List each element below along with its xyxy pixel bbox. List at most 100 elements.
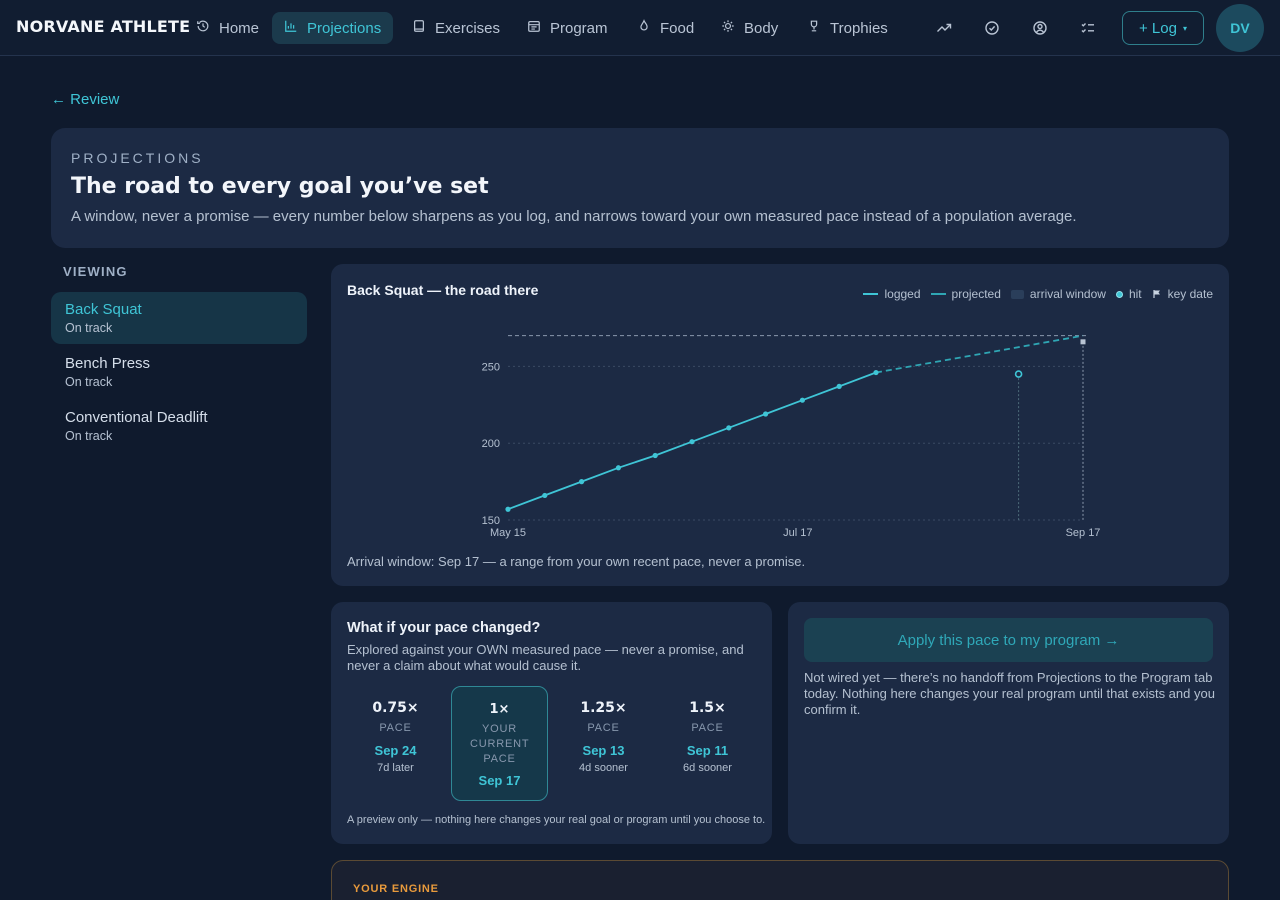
whatif-footnote: A preview only — nothing here changes yo… bbox=[347, 814, 766, 826]
chart-title: Back Squat — the road there bbox=[347, 282, 539, 298]
user-circle-icon[interactable] bbox=[1030, 18, 1050, 38]
legend-dot-swatch bbox=[1115, 290, 1123, 298]
series-line-projected bbox=[875, 334, 1084, 374]
chart-footnote: Arrival window: Sep 17 — a range from yo… bbox=[347, 554, 806, 569]
legend-hit: hit bbox=[1115, 287, 1142, 301]
pace-delta: 6d sooner bbox=[683, 762, 732, 774]
trophy-icon bbox=[807, 19, 821, 37]
pace-multiplier: 0.75× bbox=[372, 700, 419, 716]
calendar-icon bbox=[527, 19, 541, 37]
sidebar-item-conventional-deadlift[interactable]: Conventional Deadlift On track bbox=[51, 400, 307, 452]
brand-logo[interactable]: NORVANE ATHLETE bbox=[16, 17, 191, 36]
page-eyebrow: PROJECTIONS bbox=[71, 150, 204, 166]
flag-icon bbox=[1152, 289, 1162, 299]
data-point bbox=[542, 492, 548, 499]
page-title: The road to every goal you’ve set bbox=[71, 174, 489, 199]
log-button-label: + Log bbox=[1139, 19, 1177, 37]
apply-pace-button[interactable]: Apply this pace to my program → bbox=[804, 618, 1213, 662]
legend-arrival-window: arrival window bbox=[1010, 287, 1106, 301]
flame-icon bbox=[637, 19, 651, 37]
legend-label: hit bbox=[1128, 287, 1142, 301]
pace-multiplier: 1× bbox=[489, 702, 510, 717]
legend-line-swatch bbox=[863, 293, 879, 295]
pace-multiplier: 1.5× bbox=[689, 700, 726, 716]
data-point bbox=[726, 425, 732, 431]
y-tick-label: 250 bbox=[482, 361, 500, 373]
check-circle-icon[interactable] bbox=[982, 18, 1002, 38]
whatif-card: What if your pace changed? Explored agai… bbox=[331, 602, 772, 844]
sidebar-item-bench-press[interactable]: Bench Press On track bbox=[51, 346, 307, 398]
chart-legend: logged projected arrival window hit key … bbox=[863, 287, 1213, 301]
pace-date: Sep 13 bbox=[582, 743, 625, 758]
legend-logged: logged bbox=[863, 287, 921, 301]
page-header: PROJECTIONS The road to every goal you’v… bbox=[51, 128, 1229, 248]
y-tick-label: 150 bbox=[482, 515, 500, 527]
legend-label: logged bbox=[884, 287, 921, 301]
hit-marker bbox=[1014, 370, 1023, 378]
data-point bbox=[652, 452, 658, 459]
data-point bbox=[579, 479, 585, 485]
whatif-subtitle: Explored against your OWN measured pace … bbox=[347, 642, 744, 673]
pace-option-0-75[interactable]: 0.75× PACE Sep 24 7d later bbox=[347, 686, 444, 801]
pace-multiplier: 1.25× bbox=[580, 700, 627, 716]
x-tick-label: Jul 17 bbox=[783, 527, 812, 539]
pace-option-1-25[interactable]: 1.25× PACE Sep 13 4d sooner bbox=[555, 686, 652, 801]
sidebar-item-label: Back Squat bbox=[65, 301, 142, 318]
book-icon bbox=[412, 19, 426, 37]
sidebar-item-status: On track bbox=[65, 375, 113, 389]
key-date-marker bbox=[1080, 339, 1086, 345]
legend-projected: projected bbox=[930, 287, 1001, 301]
legend-box-swatch bbox=[1010, 289, 1024, 299]
tab-trophies[interactable]: Trophies bbox=[795, 12, 900, 44]
tab-exercises[interactable]: Exercises bbox=[400, 12, 512, 44]
apply-pace-card: Apply this pace to my program → Not wire… bbox=[788, 602, 1229, 844]
data-point bbox=[763, 411, 769, 417]
sidebar-item-status: On track bbox=[65, 429, 113, 443]
tab-label: Program bbox=[550, 19, 608, 37]
engine-card: YOUR ENGINE bbox=[331, 860, 1229, 900]
pace-option-1[interactable]: 1× YOUR CURRENT PACE Sep 17 bbox=[451, 686, 548, 801]
sun-icon bbox=[721, 19, 735, 37]
legend-label: key date bbox=[1167, 287, 1213, 301]
data-point bbox=[505, 506, 511, 512]
tab-food[interactable]: Food bbox=[625, 12, 706, 44]
page-subtitle: A window, never a promise — every number… bbox=[71, 208, 1077, 225]
tab-home[interactable]: Home bbox=[184, 12, 271, 44]
tab-program[interactable]: Program bbox=[515, 12, 620, 44]
x-tick-label: Sep 17 bbox=[1066, 527, 1101, 539]
tab-label: Food bbox=[660, 19, 695, 37]
legend-label: arrival window bbox=[1029, 287, 1106, 301]
pace-label: PACE bbox=[691, 722, 724, 734]
pace-label: PACE bbox=[379, 722, 412, 734]
viewing-label: VIEWING bbox=[63, 264, 128, 279]
projection-chart-card: 150 200 250 May 15 Jul 17 Sep 17 Back Squat —… bbox=[331, 264, 1229, 586]
checklist-icon[interactable] bbox=[1078, 18, 1098, 38]
pace-label: YOUR CURRENT PACE bbox=[470, 723, 530, 765]
tab-projections[interactable]: Projections bbox=[272, 12, 394, 44]
data-point bbox=[873, 369, 879, 376]
pace-label: PACE bbox=[587, 722, 620, 734]
sidebar-item-back-squat[interactable]: Back Squat On track bbox=[51, 292, 307, 344]
data-point bbox=[836, 383, 842, 389]
sidebar-item-label: Conventional Deadlift bbox=[65, 409, 208, 426]
trend-icon[interactable] bbox=[934, 18, 954, 38]
log-button[interactable]: + Log ▾ bbox=[1122, 11, 1204, 45]
tab-label: Trophies bbox=[830, 19, 888, 37]
y-tick-label: 200 bbox=[482, 438, 500, 450]
bar-chart-icon bbox=[284, 19, 298, 37]
avatar[interactable]: DV bbox=[1216, 4, 1264, 52]
pace-option-1-5[interactable]: 1.5× PACE Sep 11 6d sooner bbox=[659, 686, 756, 801]
sidebar-item-label: Bench Press bbox=[65, 355, 151, 372]
back-link[interactable]: ← Review bbox=[51, 91, 120, 108]
top-nav: NORVANE ATHLETE Home Projections Exercis… bbox=[0, 0, 1280, 56]
history-icon bbox=[196, 19, 210, 37]
projection-chart: 150 200 250 May 15 Jul 17 Sep 17 bbox=[482, 334, 1101, 539]
caret-down-icon: ▾ bbox=[1182, 23, 1187, 33]
tab-label: Exercises bbox=[435, 19, 501, 37]
data-point bbox=[689, 439, 695, 445]
tab-body[interactable]: Body bbox=[709, 12, 790, 44]
x-tick-label: May 15 bbox=[490, 527, 526, 539]
tab-label: Home bbox=[219, 19, 260, 37]
pace-date: Sep 17 bbox=[478, 773, 521, 788]
data-point bbox=[615, 465, 621, 471]
